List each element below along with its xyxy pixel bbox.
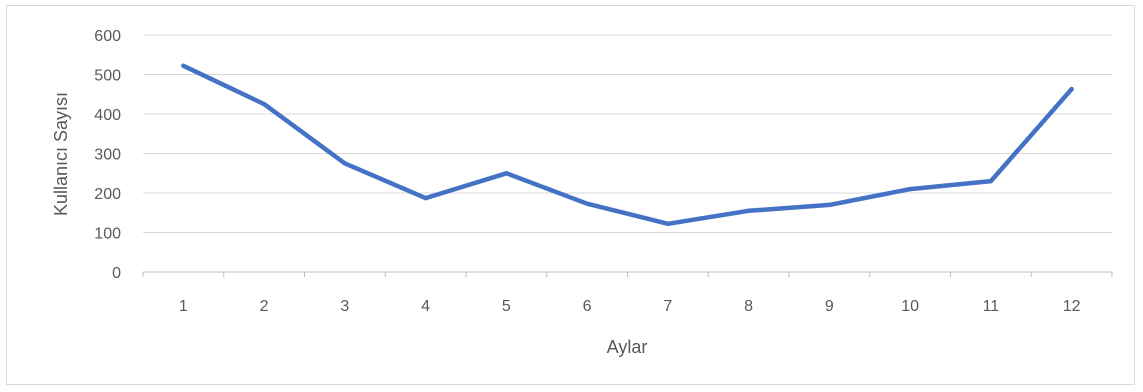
x-tick-label: 2	[260, 298, 269, 315]
x-tick-label: 4	[421, 298, 430, 315]
data-point	[1069, 86, 1074, 92]
x-tick-label: 11	[983, 298, 1000, 315]
y-tick-label: 0	[112, 265, 121, 282]
x-tick-label: 12	[1063, 298, 1081, 315]
y-tick-label: 100	[94, 226, 121, 243]
y-axis: 0 100 200 300 400 500 600	[94, 28, 121, 282]
data-point	[665, 221, 671, 227]
series-line	[181, 63, 1074, 227]
x-tick-label: 8	[744, 298, 753, 315]
data-point	[827, 202, 832, 208]
data-point	[504, 171, 509, 176]
y-tick-label: 600	[94, 28, 121, 45]
x-tick-label: 7	[663, 298, 672, 315]
x-tick-label: 9	[825, 298, 834, 315]
x-tick-label: 1	[179, 298, 188, 315]
data-point	[746, 208, 751, 213]
y-axis-title: Kullanıcı Sayısı	[51, 92, 71, 216]
series-layer	[181, 63, 1074, 227]
x-tick-labels: 1 2 3 4 5 6 7 8 9 10 11 12	[179, 298, 1081, 315]
data-point	[423, 195, 428, 201]
y-tick-label: 500	[94, 68, 121, 85]
x-axis	[142, 271, 1113, 277]
data-point	[584, 201, 590, 206]
x-axis-title: Aylar	[607, 337, 648, 357]
x-tick-label: 6	[583, 298, 592, 315]
gridlines	[143, 34, 1112, 233]
chart-frame	[6, 5, 1135, 385]
y-tick-label: 200	[94, 186, 121, 203]
data-point	[988, 178, 994, 184]
data-point	[261, 101, 267, 107]
y-tick-label: 400	[94, 107, 121, 124]
data-point	[907, 186, 913, 192]
x-tick-label: 10	[901, 298, 919, 315]
data-point	[181, 63, 186, 69]
y-tick-label: 300	[94, 147, 121, 164]
data-point	[342, 161, 348, 166]
x-tick-label: 5	[502, 298, 511, 315]
x-tick-label: 3	[340, 298, 349, 315]
